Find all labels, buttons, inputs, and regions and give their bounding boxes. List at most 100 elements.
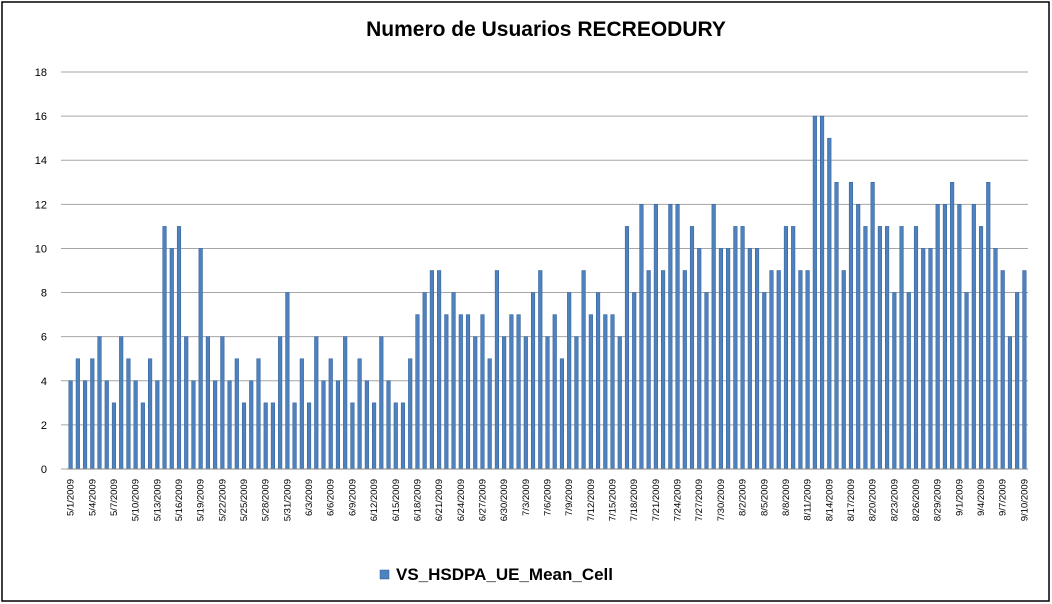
x-tick-label: 7/18/2009 bbox=[629, 479, 640, 521]
y-tick-label: 18 bbox=[35, 67, 47, 79]
bar bbox=[733, 226, 738, 470]
bar bbox=[473, 336, 478, 470]
x-tick-label: 6/24/2009 bbox=[456, 479, 467, 521]
bar bbox=[754, 248, 760, 470]
x-tick-label: 6/12/2009 bbox=[369, 479, 380, 521]
x-tick-label: 7/6/2009 bbox=[543, 479, 554, 516]
bar bbox=[415, 314, 420, 470]
x-tick-label: 6/27/2009 bbox=[477, 479, 488, 521]
bar bbox=[661, 270, 666, 470]
x-tick-label: 5/25/2009 bbox=[239, 479, 250, 521]
bar bbox=[617, 336, 622, 470]
bar bbox=[567, 292, 572, 470]
y-tick-label: 12 bbox=[35, 199, 47, 211]
bar bbox=[241, 402, 247, 470]
bar bbox=[899, 226, 904, 470]
x-tick-label: 9/1/2009 bbox=[954, 479, 965, 516]
bar bbox=[321, 380, 326, 470]
bar bbox=[213, 380, 218, 470]
x-tick-label: 8/17/2009 bbox=[846, 479, 857, 521]
x-tick-label: 8/5/2009 bbox=[759, 479, 770, 516]
bar bbox=[827, 137, 832, 470]
x-tick-label: 7/9/2009 bbox=[564, 479, 575, 516]
bar bbox=[545, 336, 550, 470]
bar bbox=[357, 358, 362, 470]
bar bbox=[682, 270, 687, 470]
bar bbox=[249, 380, 254, 470]
x-tick-label: 5/16/2009 bbox=[174, 479, 185, 521]
bar bbox=[530, 292, 536, 470]
bar bbox=[863, 226, 868, 470]
bar bbox=[126, 358, 131, 470]
bar bbox=[747, 248, 752, 470]
bar bbox=[270, 402, 275, 470]
bar bbox=[328, 358, 333, 470]
x-tick-label: 8/8/2009 bbox=[781, 479, 792, 516]
x-tick-label: 5/10/2009 bbox=[131, 479, 142, 521]
bar bbox=[83, 380, 88, 470]
bar bbox=[689, 226, 695, 470]
bar bbox=[906, 292, 911, 470]
bar bbox=[791, 226, 796, 470]
bar bbox=[639, 204, 644, 470]
x-tick-label: 5/19/2009 bbox=[196, 479, 207, 521]
x-tick-label: 7/21/2009 bbox=[651, 479, 662, 521]
bar bbox=[350, 402, 355, 470]
bar bbox=[762, 292, 767, 470]
bar bbox=[812, 115, 817, 470]
x-tick-label: 9/4/2009 bbox=[976, 479, 987, 516]
x-tick-label: 8/2/2009 bbox=[738, 479, 749, 516]
legend-label: VS_HSDPA_UE_Mean_Cell bbox=[396, 565, 613, 584]
x-tick-label: 5/13/2009 bbox=[152, 479, 163, 521]
x-tick-label: 8/29/2009 bbox=[933, 479, 944, 521]
x-tick-label: 9/10/2009 bbox=[1019, 479, 1030, 521]
bar bbox=[437, 270, 442, 470]
bar bbox=[668, 204, 673, 470]
bar bbox=[285, 292, 290, 470]
bar bbox=[885, 226, 890, 470]
bar bbox=[487, 358, 492, 470]
x-tick-label: 5/22/2009 bbox=[217, 479, 228, 521]
bar bbox=[675, 204, 680, 470]
x-tick-label: 6/18/2009 bbox=[412, 479, 423, 521]
bar bbox=[169, 248, 174, 470]
x-tick-label: 5/28/2009 bbox=[261, 479, 272, 521]
bar bbox=[480, 314, 485, 470]
bar bbox=[205, 336, 210, 470]
bar bbox=[993, 248, 998, 470]
bar bbox=[97, 336, 102, 470]
bar bbox=[343, 336, 348, 470]
x-tick-label: 6/15/2009 bbox=[391, 479, 402, 521]
bar bbox=[704, 292, 709, 470]
bar bbox=[588, 314, 593, 470]
bar bbox=[928, 248, 933, 470]
bar bbox=[769, 270, 774, 470]
bar bbox=[307, 402, 312, 470]
x-tick-label: 9/7/2009 bbox=[998, 479, 1009, 516]
bar bbox=[740, 226, 745, 470]
legend-swatch bbox=[379, 569, 390, 580]
bar bbox=[935, 204, 940, 470]
bar bbox=[422, 292, 427, 470]
bar bbox=[552, 314, 557, 470]
x-tick-label: 6/30/2009 bbox=[499, 479, 510, 521]
bar bbox=[393, 402, 398, 470]
x-tick-label: 5/7/2009 bbox=[109, 479, 120, 516]
x-tick-label: 5/1/2009 bbox=[66, 479, 77, 516]
bar bbox=[1022, 270, 1027, 470]
bar bbox=[372, 402, 377, 470]
bar bbox=[538, 270, 543, 470]
bar bbox=[184, 336, 189, 470]
bar bbox=[1015, 292, 1020, 470]
bar bbox=[386, 380, 391, 470]
bar bbox=[921, 248, 926, 470]
x-tick-label: 6/3/2009 bbox=[304, 479, 315, 516]
bar bbox=[581, 270, 586, 470]
x-tick-label: 6/9/2009 bbox=[347, 479, 358, 516]
bar bbox=[104, 380, 109, 470]
bar bbox=[502, 336, 507, 470]
bar bbox=[942, 204, 947, 470]
bar bbox=[400, 402, 406, 470]
bar bbox=[458, 314, 463, 470]
